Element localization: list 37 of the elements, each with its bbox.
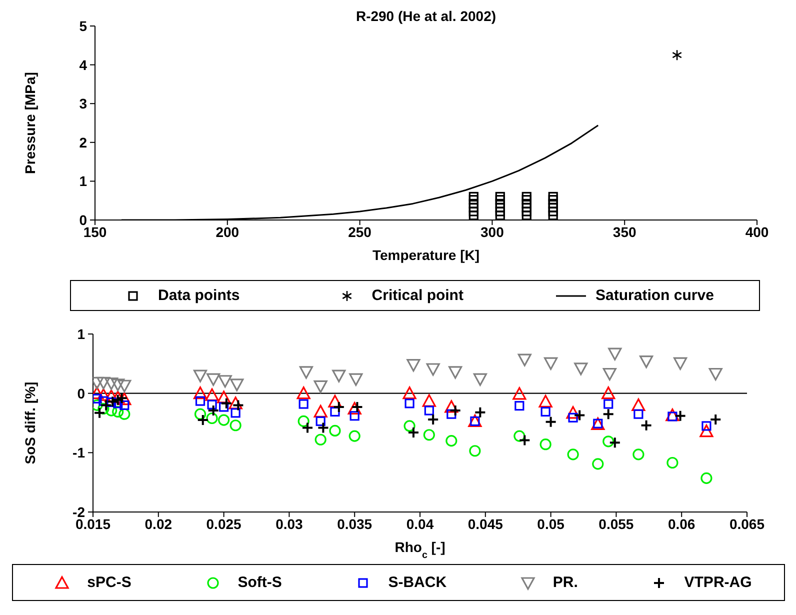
legend-label: sPC-S bbox=[87, 574, 132, 591]
x-axis-title: Rho$_{c}$ [-] bbox=[394, 539, 446, 560]
y-tick-label: 2 bbox=[79, 134, 88, 150]
x-tick-label: 200 bbox=[216, 224, 240, 240]
x-tick-label: 0.03 bbox=[276, 516, 304, 532]
legend-label: Critical point bbox=[372, 287, 464, 304]
x-tick-label: 0.06 bbox=[668, 516, 696, 532]
legend-label: S-BACK bbox=[388, 574, 447, 591]
y-tick-label: 3 bbox=[79, 96, 88, 112]
y-axis-title: SoS diff. [%] bbox=[22, 382, 38, 464]
y-tick-label: 5 bbox=[79, 18, 88, 34]
legend-label: PR. bbox=[552, 574, 578, 591]
y-tick-label: 0 bbox=[79, 212, 88, 228]
legend-label: Saturation curve bbox=[596, 287, 714, 304]
x-axis-title: Temperature [K] bbox=[372, 247, 480, 263]
x-tick-label: 0.04 bbox=[406, 516, 434, 532]
y-axis-title: Pressure [MPa] bbox=[22, 72, 38, 174]
x-tick-label: 400 bbox=[745, 224, 769, 240]
legend-label: VTPR-AG bbox=[684, 574, 752, 591]
chart-title: R-290 (He at al. 2002) bbox=[354, 8, 498, 24]
x-tick-label: 250 bbox=[348, 224, 372, 240]
x-tick-label: 0.055 bbox=[598, 516, 634, 532]
x-tick-label: 0.02 bbox=[144, 516, 172, 532]
y-tick-label: 0 bbox=[77, 385, 86, 402]
legend-label: Soft-S bbox=[238, 574, 282, 591]
x-tick-label: 350 bbox=[612, 224, 636, 240]
legend-label: Data points bbox=[158, 287, 240, 304]
x-tick-label: 0.065 bbox=[729, 516, 765, 532]
x-tick-label: 0.035 bbox=[337, 516, 372, 532]
y-tick-label: 4 bbox=[79, 56, 88, 73]
x-tick-label: 0.045 bbox=[468, 516, 504, 532]
x-tick-label: 300 bbox=[480, 224, 504, 240]
x-tick-label: 0.025 bbox=[206, 516, 242, 532]
x-tick-label: 0.05 bbox=[537, 516, 565, 532]
y-tick-label: 1 bbox=[77, 326, 86, 342]
y-tick-label: -1 bbox=[72, 444, 86, 461]
y-tick-label: 1 bbox=[79, 173, 88, 190]
